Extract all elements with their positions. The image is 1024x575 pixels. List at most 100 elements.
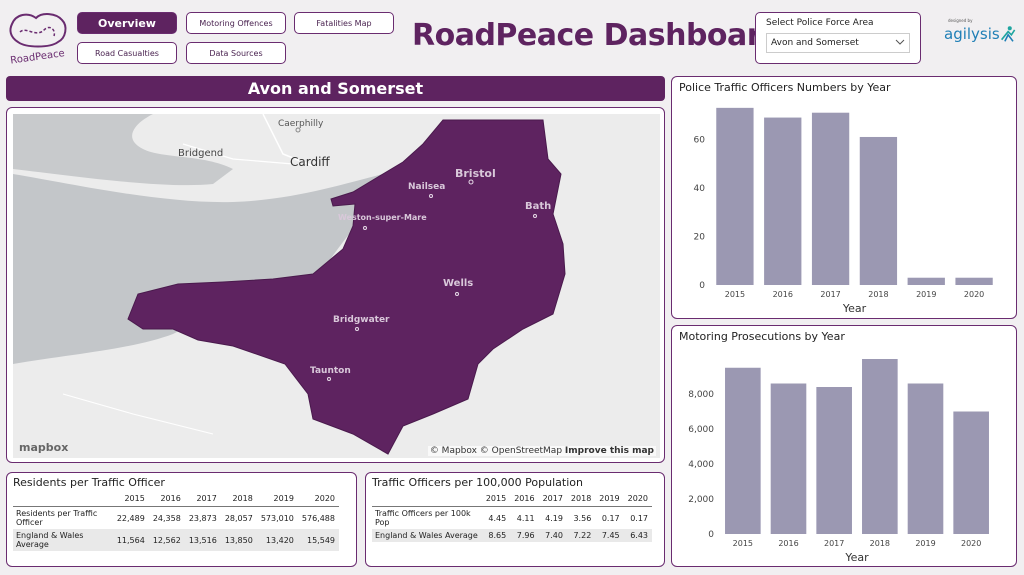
- region-map[interactable]: Caerphilly Bridgend Cardiff Bristol Nail…: [13, 114, 660, 458]
- bar: [862, 359, 898, 534]
- table-cell: 24,358: [148, 506, 185, 529]
- row-label: Traffic Officers per 100k Pop: [372, 506, 482, 529]
- table-cell: 15,549: [297, 529, 339, 551]
- bar: [764, 117, 802, 285]
- table-title: Traffic Officers per 100,000 Population: [372, 476, 583, 489]
- improve-map-link[interactable]: Improve this map: [564, 446, 654, 456]
- table-row: Traffic Officers per 100k Pop 4.45 4.11 …: [372, 506, 652, 529]
- chart-title: Motoring Prosecutions by Year: [679, 330, 845, 343]
- bar: [907, 277, 945, 285]
- table-cell: 28,057: [220, 506, 257, 529]
- row-label: England & Wales Average: [372, 529, 482, 542]
- prosecutions-bar-chart: 0 2,000 4,000 6,000 8,000 2015 2016 2017 2018 201…: [688, 359, 989, 564]
- motoring-offences-button[interactable]: Motoring Offences: [186, 12, 286, 34]
- bar: [716, 107, 754, 285]
- place-label: Bristol: [455, 167, 496, 180]
- officers-chart-panel: Police Traffic Officers Numbers by Year …: [671, 76, 1017, 319]
- place-label: Nailsea: [408, 182, 445, 192]
- officers-per-100k-table-panel: Traffic Officers per 100,000 Population …: [365, 472, 665, 567]
- table-cell: 573,010: [256, 506, 298, 529]
- place-label: Bridgend: [178, 148, 223, 159]
- table-cell: 13,516: [184, 529, 221, 551]
- table-row: England & Wales Average 11,564 12,562 13…: [13, 529, 339, 551]
- table-cell: 11,564: [112, 529, 149, 551]
- mapbox-logo[interactable]: mapbox: [19, 441, 69, 454]
- column-header: 2017: [196, 494, 217, 503]
- police-force-dropdown[interactable]: Avon and Somerset: [766, 33, 910, 53]
- brand-name: agilysis: [944, 25, 1000, 43]
- table-cell: 13,850: [220, 529, 257, 551]
- y-tick-label: 60: [694, 135, 706, 145]
- table-title: Residents per Traffic Officer: [13, 476, 165, 489]
- column-header: [13, 491, 113, 507]
- prosecutions-chart-panel: Motoring Prosecutions by Year 0 2,000 4,00…: [671, 325, 1017, 567]
- overview-button[interactable]: Overview: [77, 12, 177, 34]
- column-header: 2018: [232, 494, 253, 503]
- table-row: England & Wales Average 8.65 7.96 7.40 7…: [372, 529, 652, 542]
- table-cell: 6.43: [623, 529, 652, 542]
- y-tick-label: 0: [708, 530, 714, 540]
- bar: [907, 383, 944, 534]
- y-tick-label: 6,000: [688, 425, 714, 435]
- table-cell: 4.19: [538, 506, 567, 529]
- column-header: 2020: [314, 494, 335, 503]
- place-label: Weston-super-Mare: [338, 213, 427, 222]
- table-cell: 576,488: [297, 506, 339, 529]
- residents-table: 2015 2016 2017 2018 2019 2020 Residents …: [13, 491, 339, 551]
- bar: [811, 112, 850, 285]
- avon-somerset-region[interactable]: [127, 119, 566, 455]
- fatalities-map-button[interactable]: Fatalities Map: [294, 12, 394, 34]
- x-axis-label: Year: [842, 302, 867, 315]
- slicer-label: Select Police Force Area: [766, 18, 874, 28]
- bar: [953, 411, 989, 534]
- row-label: England & Wales Average: [13, 529, 113, 551]
- residents-table-panel: Residents per Traffic Officer 2015 2016 …: [6, 472, 357, 567]
- table-cell: 22,489: [112, 506, 149, 529]
- table-cell: 3.56: [566, 506, 596, 529]
- column-header: 2019: [599, 494, 620, 503]
- column-header: 2017: [542, 494, 563, 503]
- table-cell: 4.11: [510, 506, 539, 529]
- map-panel: Caerphilly Bridgend Cardiff Bristol Nail…: [6, 107, 665, 463]
- x-tick-label: 2016: [773, 290, 793, 299]
- chart-title: Police Traffic Officers Numbers by Year: [679, 81, 891, 94]
- table-cell: 7.22: [566, 529, 596, 542]
- y-tick-label: 40: [694, 184, 706, 194]
- table-cell: 0.17: [595, 506, 624, 529]
- table-cell: 0.17: [623, 506, 652, 529]
- slicer-value: Avon and Somerset: [771, 38, 859, 48]
- place-label: Taunton: [310, 366, 351, 376]
- x-tick-label: 2017: [820, 290, 840, 299]
- attribution-text[interactable]: © Mapbox © OpenStreetMap: [429, 446, 563, 456]
- bar: [955, 277, 993, 285]
- x-tick-label: 2016: [778, 539, 798, 548]
- y-tick-label: 0: [699, 281, 705, 291]
- x-tick-label: 2015: [725, 290, 745, 299]
- row-label: Residents per Traffic Officer: [13, 506, 113, 529]
- column-header: 2015: [124, 494, 145, 503]
- column-header: 2016: [514, 494, 535, 503]
- table-cell: 4.45: [481, 506, 511, 529]
- table-cell: 23,873: [184, 506, 221, 529]
- x-tick-label: 2019: [916, 290, 936, 299]
- region-banner: Avon and Somerset: [6, 76, 665, 101]
- page-title: RoadPeace Dashboard: [412, 18, 783, 53]
- place-label: Cardiff: [290, 155, 330, 169]
- road-casualties-button[interactable]: Road Casualties: [77, 42, 177, 64]
- column-header: 2016: [160, 494, 181, 503]
- table-cell: 12,562: [148, 529, 185, 551]
- table-cell: 13,420: [256, 529, 298, 551]
- column-header: 2015: [485, 494, 507, 503]
- bar: [816, 387, 852, 534]
- bar: [725, 367, 761, 534]
- x-tick-label: 2019: [915, 539, 935, 548]
- column-header: 2018: [570, 494, 592, 503]
- map-attribution[interactable]: © Mapbox © OpenStreetMap Improve this ma…: [427, 446, 656, 456]
- x-tick-label: 2018: [868, 290, 888, 299]
- chevron-down-icon: [895, 38, 905, 48]
- agilysis-brand: designed by agilysis: [944, 18, 1016, 58]
- data-sources-button[interactable]: Data Sources: [186, 42, 286, 64]
- place-label: Bridgwater: [333, 315, 390, 325]
- table-row: Residents per Traffic Officer 22,489 24,…: [13, 506, 339, 529]
- column-header: [372, 491, 482, 507]
